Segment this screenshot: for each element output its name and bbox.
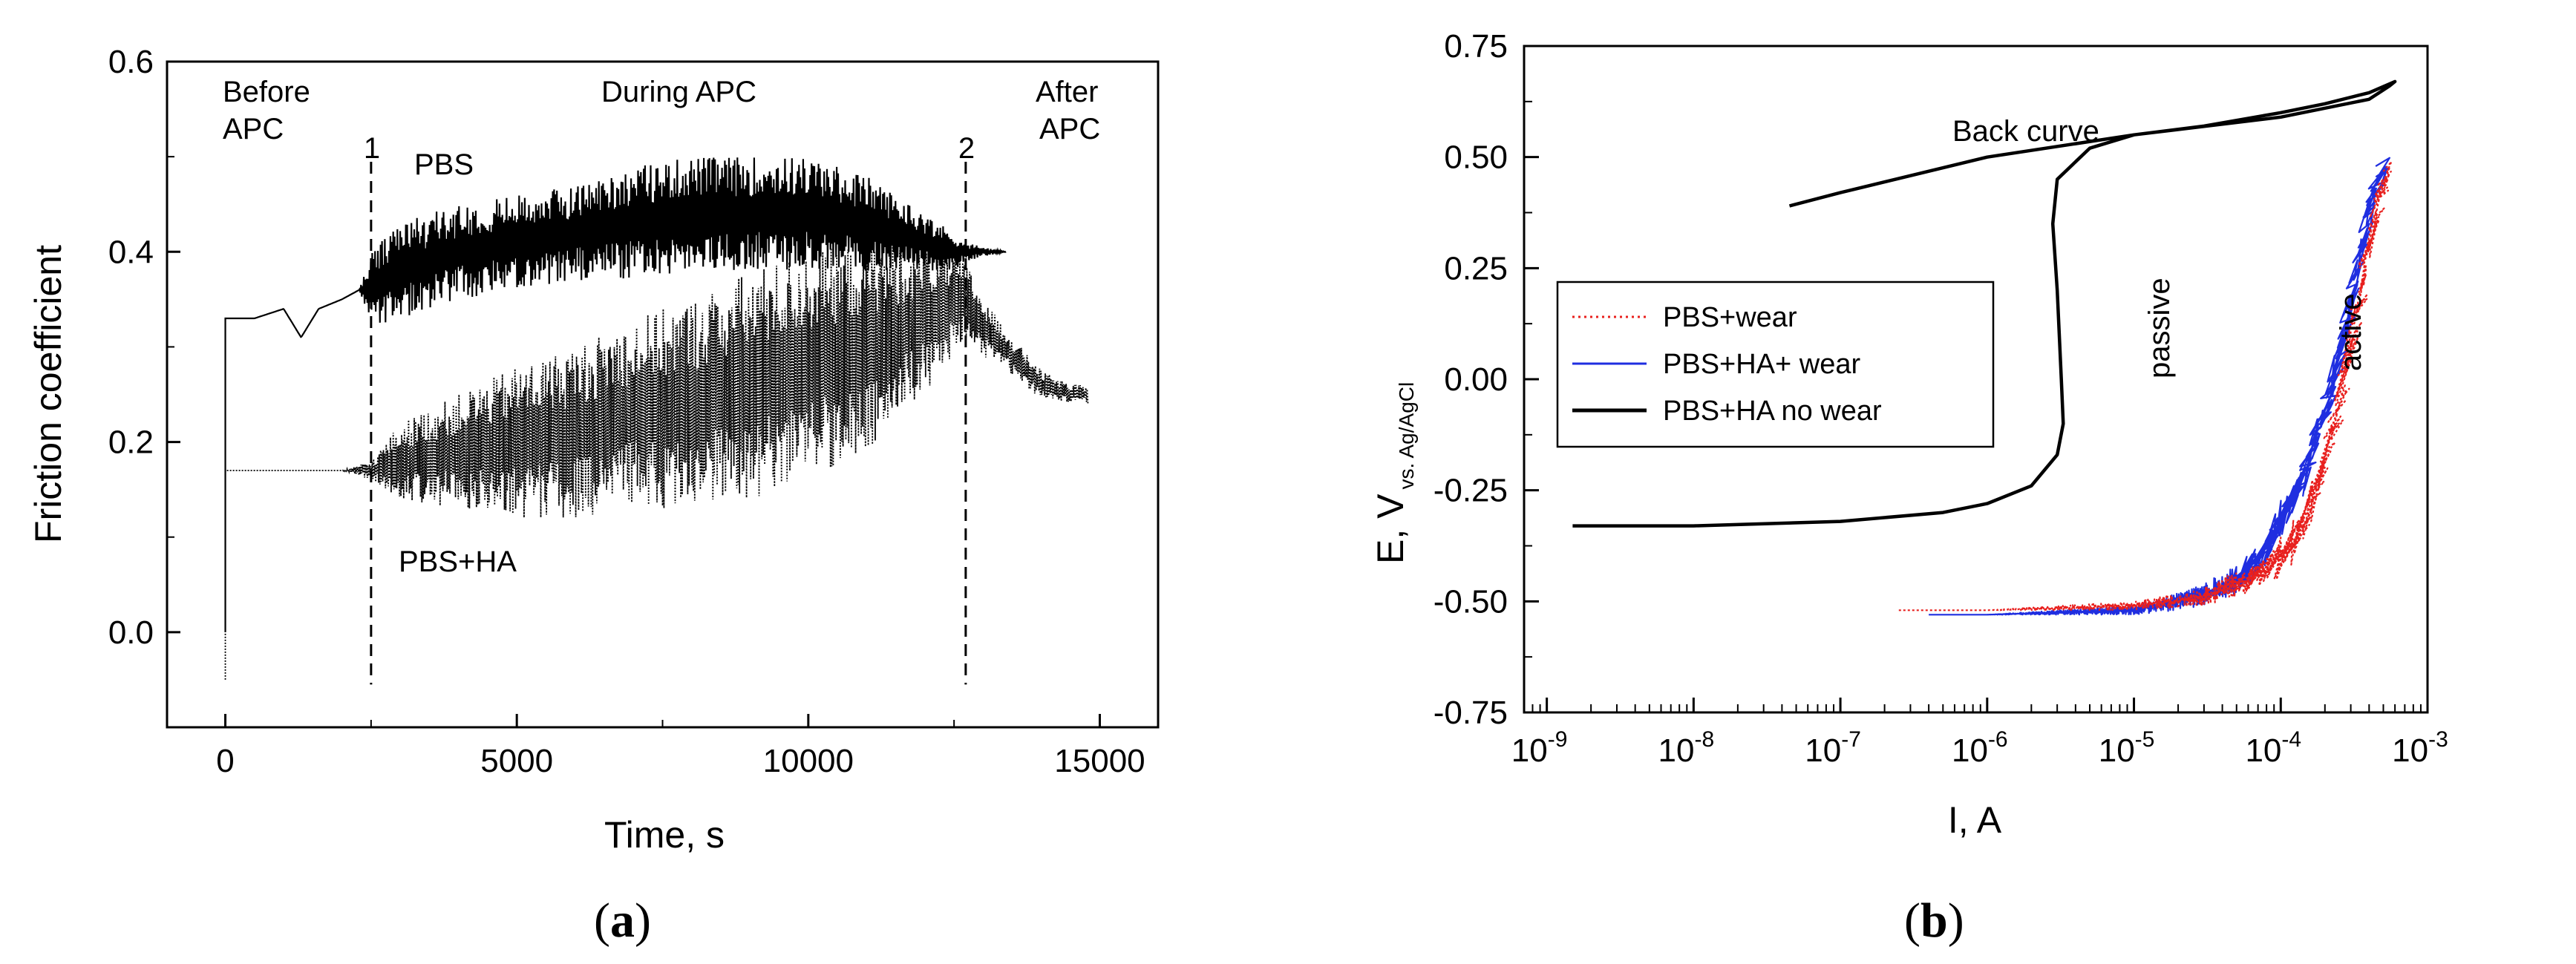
- y-tick-label: 0.75: [1444, 28, 1508, 65]
- x-tick-exponent: -9: [1548, 727, 1568, 752]
- series-line-pbs-wear: [1898, 160, 2393, 611]
- x-tick-label: 10-8: [1658, 727, 1715, 769]
- x-tick-label: 10-4: [2245, 727, 2301, 769]
- panel-b-tick-labels: 10-9 10-8 10-7 10-6 10-5 10-4 10-3-0.75-0.50-0…: [1434, 28, 2448, 769]
- series-line-pbs: [224, 157, 1007, 632]
- annotation-after-2: APC: [1039, 113, 1100, 145]
- x-tick-label: 10000: [763, 743, 854, 779]
- legend-label-pbs-ha-wear: PBS+HA+ wear: [1663, 349, 1860, 380]
- x-tick-label: 5000: [480, 743, 553, 779]
- y-tick-label: 0.50: [1444, 140, 1508, 176]
- panel-a-ticks: [167, 60, 1101, 728]
- x-tick-base: 10: [2245, 732, 2281, 769]
- panel-b-y-axis-title-main: E, V: [1370, 494, 1411, 564]
- annotation-pbsha: PBS+HA: [399, 545, 517, 578]
- x-tick-label: 10-6: [1952, 727, 2008, 769]
- panel-b-y-axis-title: E, V vs. Ag/AgCl: [1370, 382, 1418, 564]
- x-tick-label: 10-5: [2099, 727, 2155, 769]
- y-tick-label: -0.75: [1434, 695, 1508, 731]
- marker-label-2: 2: [958, 132, 975, 165]
- x-tick-label: 15000: [1054, 743, 1145, 779]
- annotation-after-1: After: [1036, 76, 1098, 108]
- panel-a-series: [224, 157, 1089, 680]
- y-tick-label: 0.2: [108, 424, 154, 461]
- panel-a-tick-labels: 0 5000 10000 15000 0.0 0.2 0.4 0.6: [108, 44, 1145, 779]
- panel-a-y-axis-title: Friction coefficient: [27, 245, 69, 543]
- x-tick-exponent: -7: [1841, 727, 1861, 752]
- panel-b-letter: b: [1920, 893, 1948, 948]
- x-tick-exponent: -4: [2281, 727, 2301, 752]
- panel-b-series: [1572, 79, 2397, 616]
- x-tick-label: 10-9: [1511, 727, 1568, 769]
- series-line-pbs-ha-wear: [1928, 157, 2390, 616]
- annotation-back-curve: Back curve: [1952, 115, 2099, 148]
- marker-label-1: 1: [364, 132, 380, 165]
- legend-label-pbs-wear: PBS+wear: [1663, 302, 1797, 333]
- annotation-active: active: [2335, 294, 2367, 372]
- annotation-during: During APC: [601, 76, 756, 108]
- x-tick-base: 10: [1511, 732, 1548, 769]
- x-tick-base: 10: [2392, 732, 2428, 769]
- x-tick-label: 0: [216, 743, 234, 779]
- panel-b-y-axis-title-sub: vs. Ag/AgCl: [1395, 382, 1418, 490]
- panel-b-label: (b): [1904, 893, 1964, 948]
- y-tick-label: 0.25: [1444, 250, 1508, 286]
- x-tick-base: 10: [1805, 732, 1841, 769]
- annotation-pbs: PBS: [414, 148, 474, 181]
- x-tick-label: 10-3: [2392, 727, 2448, 769]
- y-tick-label: 0.00: [1444, 361, 1508, 398]
- panel-b-chart: 10-9 10-8 10-7 10-6 10-5 10-4 10-3-0.75-0.50-0…: [1370, 28, 2448, 948]
- y-tick-label: 0.0: [108, 614, 154, 651]
- x-tick-label: 10-7: [1805, 727, 1861, 769]
- panel-b-x-axis-title: I, A: [1948, 799, 2002, 841]
- y-tick-label: -0.25: [1434, 473, 1508, 509]
- annotation-before-2: APC: [223, 113, 284, 145]
- y-tick-label: 0.4: [108, 234, 154, 270]
- panel-a-letter: a: [610, 893, 635, 948]
- x-tick-base: 10: [1658, 732, 1695, 769]
- y-tick-label: -0.50: [1434, 583, 1508, 620]
- x-tick-base: 10: [1952, 732, 1988, 769]
- annotation-before-1: Before: [223, 76, 310, 108]
- panel-b-ticks: [1523, 45, 2429, 714]
- panel-a-x-axis-title: Time, s: [604, 814, 725, 856]
- series-line-pbs-ha-no-wear: [1572, 79, 2397, 528]
- x-tick-exponent: -5: [2135, 727, 2155, 752]
- y-tick-label: 0.6: [108, 44, 154, 80]
- panel-a-label: (a): [594, 893, 651, 948]
- x-tick-base: 10: [2099, 732, 2135, 769]
- panel-b-legend: PBS+wear PBS+HA+ wear PBS+HA no wear: [1556, 281, 1995, 448]
- x-tick-exponent: -6: [1988, 727, 2008, 752]
- series-line-pbs-ha: [224, 244, 1089, 680]
- annotation-passive: passive: [2143, 278, 2176, 378]
- x-tick-exponent: -3: [2428, 727, 2448, 752]
- legend-label-pbs-ha-no-wear: PBS+HA no wear: [1663, 396, 1882, 427]
- x-tick-exponent: -8: [1694, 727, 1714, 752]
